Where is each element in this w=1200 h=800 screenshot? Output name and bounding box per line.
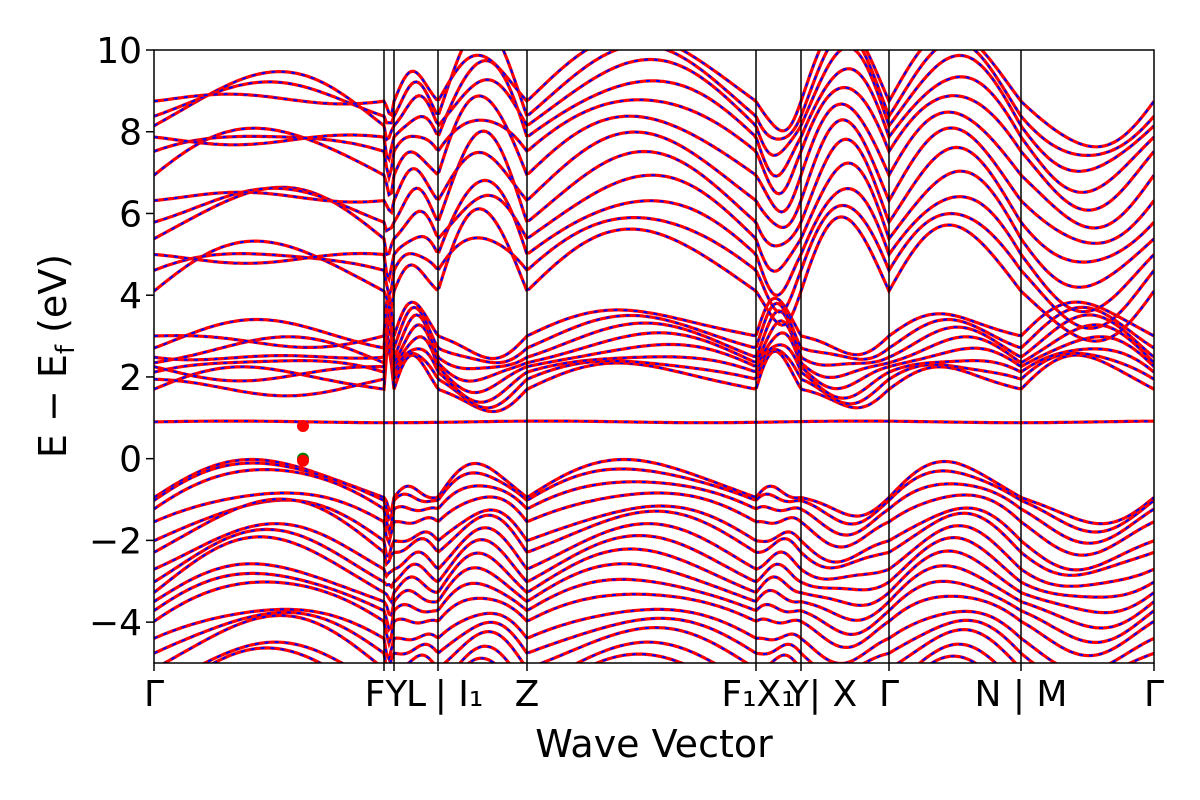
band-line-23	[154, 306, 1154, 371]
band-line-dashed-11	[154, 581, 1154, 657]
band-line-21	[154, 324, 1154, 395]
band-line-dashed-7	[154, 528, 1154, 599]
x-tick-label: F₁	[721, 674, 756, 715]
y-tick-label: 0	[119, 440, 142, 481]
band-line-dashed-17	[154, 420, 1154, 424]
y-tick-label: 8	[119, 113, 142, 154]
y-axis-title-main: E − E	[31, 354, 75, 458]
band-line-dashed-10	[154, 572, 1154, 644]
x-tick-label: X₁	[756, 674, 795, 715]
extrema-markers	[297, 419, 309, 467]
band-line-dashed-37	[154, 50, 1154, 148]
band-line-dashed-1	[154, 462, 1154, 533]
band-line-dashed-30	[154, 130, 1154, 264]
marker-cbm	[297, 419, 309, 432]
band-line-dashed-36	[154, 50, 1154, 157]
band-line-dashed-18	[154, 347, 1154, 413]
band-line-9	[154, 562, 1154, 630]
band-line-dashed-13	[154, 611, 1154, 663]
kpoint-dividers	[383, 50, 1022, 663]
band-line-33	[154, 85, 1154, 212]
marker-vbm-red	[297, 454, 309, 467]
band-line-dashed-32	[154, 94, 1154, 230]
x-tick-label: | I₁	[435, 674, 484, 715]
band-line-dashed-14	[162, 614, 1017, 663]
band-line-dashed-4	[154, 499, 1154, 571]
y-axis-title: E − Ef (eV)	[31, 254, 81, 458]
band-line-dashed-24	[154, 299, 1154, 364]
band-line-dashed-5	[154, 498, 1154, 577]
y-tick-label: −2	[89, 521, 142, 562]
y-tick-label: 4	[119, 276, 142, 317]
band-line-dashed-2	[154, 468, 1154, 545]
y-tick-label: −4	[89, 603, 142, 644]
x-tick-label: Γ	[879, 674, 899, 715]
band-line-22	[154, 317, 1154, 383]
x-tick-label: L	[406, 674, 426, 715]
y-axis-title-sub: f	[51, 344, 81, 354]
band-line-dashed-29	[154, 162, 1154, 289]
y-axis-title-unit: (eV)	[31, 254, 75, 345]
band-line-dashed-15	[202, 641, 997, 663]
band-line-dashed-16	[211, 646, 978, 663]
band-line-34	[154, 58, 1154, 194]
x-tick-label: N | M	[974, 674, 1067, 715]
bands-layer	[154, 50, 1154, 663]
band-line-dashed-3	[154, 492, 1154, 557]
y-axis-ticks: 10 8 6 4 2 0 −2 −4	[89, 31, 154, 644]
x-axis-title: Wave Vector	[535, 722, 773, 766]
band-line-dashed-12	[154, 608, 1154, 663]
y-tick-label: 10	[96, 31, 142, 72]
x-tick-label: Z	[515, 674, 540, 715]
band-line-dashed-25	[154, 294, 1154, 360]
y-tick-label: 6	[119, 194, 142, 235]
y-tick-label: 2	[119, 358, 142, 399]
band-line-dashed-6	[154, 522, 1154, 588]
band-line-31	[154, 118, 1154, 245]
band-line-dashed-19	[154, 343, 1154, 409]
band-line-dashed-35	[154, 50, 1154, 173]
band-line-dashed-27	[154, 204, 1154, 330]
band-line-dashed-20	[154, 337, 1154, 404]
x-tick-label: Γ	[144, 674, 164, 715]
x-tick-label: Y| X	[786, 674, 857, 715]
band-line-dashed-8	[154, 535, 1154, 614]
x-tick-label: FY	[365, 674, 409, 715]
x-axis-ticks: Γ FYL | I₁ Z F₁ X₁Y| X Γ N | M Γ	[144, 663, 1164, 715]
plot-frame	[153, 49, 1155, 664]
band-line-28	[154, 178, 1154, 314]
x-tick-label: Γ	[1144, 674, 1164, 715]
